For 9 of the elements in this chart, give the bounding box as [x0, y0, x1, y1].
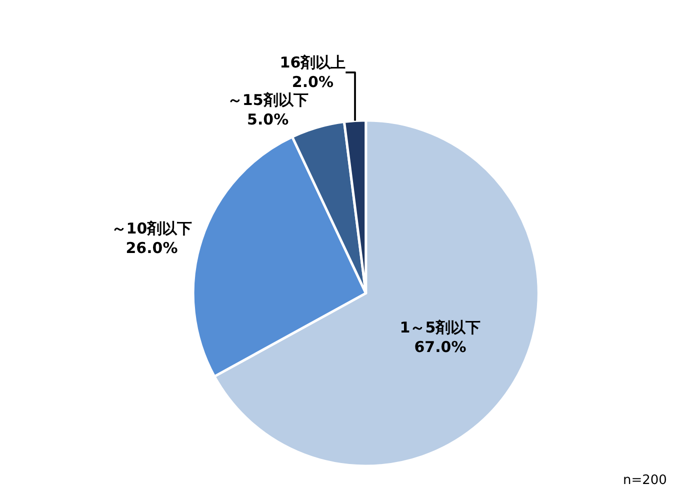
slice-label: ～15剤以下: [227, 91, 308, 110]
data-label: 67.0%: [414, 338, 466, 356]
data-label: 2.0%: [292, 73, 334, 92]
data-label: 26.0%: [126, 238, 178, 257]
text: n=200: [623, 473, 667, 488]
data-label: 5.0%: [247, 110, 289, 129]
slice-label: 16剤以上: [280, 54, 346, 72]
slice-label: ～10剤以下: [111, 219, 192, 238]
slice-label: 1～5剤以下: [400, 318, 481, 336]
